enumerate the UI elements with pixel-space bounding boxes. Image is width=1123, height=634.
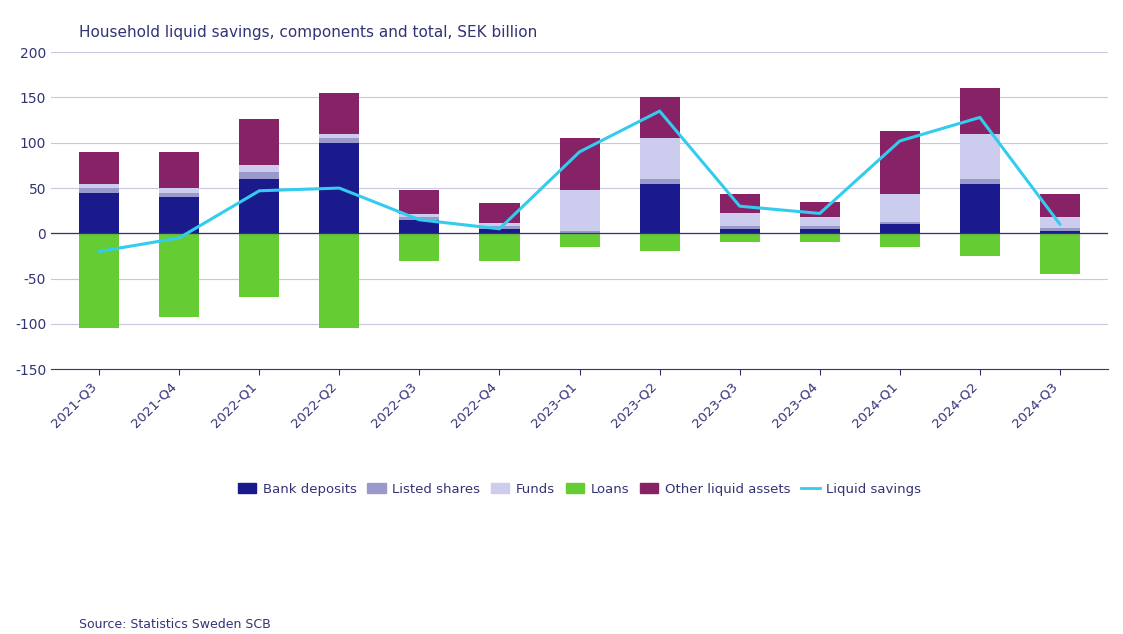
Bar	[640, 138, 679, 179]
Bar	[319, 93, 359, 134]
Bar	[1040, 233, 1080, 274]
Bar	[319, 134, 359, 138]
Bar	[480, 233, 520, 261]
Bar	[400, 233, 439, 261]
Bar	[400, 214, 439, 217]
Bar	[960, 183, 999, 233]
Bar	[79, 152, 119, 183]
Liquid savings	[173, 234, 186, 242]
Bar	[800, 202, 840, 217]
Liquid savings	[893, 137, 906, 145]
Bar	[960, 88, 999, 134]
Liquid savings	[253, 187, 266, 195]
Bar	[640, 98, 679, 138]
Text: Source: Statistics Sweden SCB: Source: Statistics Sweden SCB	[79, 618, 271, 631]
Bar	[879, 222, 920, 224]
Bar	[319, 138, 359, 143]
Bar	[239, 164, 280, 172]
Bar	[720, 226, 759, 229]
Bar	[319, 143, 359, 233]
Liquid savings	[493, 225, 506, 233]
Bar	[480, 229, 520, 233]
Bar	[800, 226, 840, 229]
Liquid savings	[412, 216, 426, 224]
Legend: Bank deposits, Listed shares, Funds, Loans, Other liquid assets, Liquid savings: Bank deposits, Listed shares, Funds, Loa…	[232, 477, 926, 501]
Bar	[960, 179, 999, 183]
Bar	[879, 224, 920, 233]
Liquid savings	[974, 113, 987, 121]
Bar	[480, 226, 520, 229]
Bar	[879, 195, 920, 222]
Liquid savings	[1053, 221, 1067, 228]
Bar	[800, 229, 840, 233]
Liquid savings	[733, 202, 747, 210]
Bar	[79, 188, 119, 193]
Text: Household liquid savings, components and total, SEK billion: Household liquid savings, components and…	[79, 25, 537, 41]
Bar	[800, 233, 840, 242]
Liquid savings	[813, 210, 827, 217]
Bar	[159, 233, 199, 317]
Bar	[239, 233, 280, 297]
Bar	[319, 233, 359, 328]
Bar	[159, 152, 199, 188]
Bar	[1040, 228, 1080, 231]
Bar	[1040, 217, 1080, 228]
Bar	[720, 195, 759, 212]
Bar	[559, 190, 600, 231]
Bar	[239, 172, 280, 179]
Bar	[640, 183, 679, 233]
Bar	[559, 138, 600, 190]
Bar	[640, 179, 679, 183]
Bar	[879, 233, 920, 247]
Bar	[400, 190, 439, 214]
Bar	[79, 193, 119, 233]
Bar	[79, 233, 119, 328]
Liquid savings	[573, 148, 586, 155]
Liquid savings	[92, 248, 106, 256]
Bar	[559, 233, 600, 247]
Bar	[720, 229, 759, 233]
Liquid savings	[652, 107, 666, 115]
Bar	[640, 233, 679, 252]
Bar	[879, 131, 920, 195]
Line: Liquid savings: Liquid savings	[99, 111, 1060, 252]
Liquid savings	[332, 184, 346, 192]
Bar	[559, 231, 600, 233]
Bar	[720, 212, 759, 226]
Bar	[159, 193, 199, 197]
Bar	[79, 183, 119, 188]
Bar	[159, 197, 199, 233]
Bar	[800, 217, 840, 226]
Bar	[1040, 195, 1080, 217]
Bar	[480, 223, 520, 226]
Bar	[559, 233, 600, 238]
Bar	[400, 220, 439, 233]
Bar	[960, 233, 999, 256]
Bar	[400, 217, 439, 220]
Bar	[720, 233, 759, 242]
Bar	[960, 134, 999, 179]
Bar	[480, 204, 520, 223]
Bar	[239, 179, 280, 233]
Bar	[159, 188, 199, 193]
Bar	[1040, 231, 1080, 233]
Bar	[239, 119, 280, 164]
